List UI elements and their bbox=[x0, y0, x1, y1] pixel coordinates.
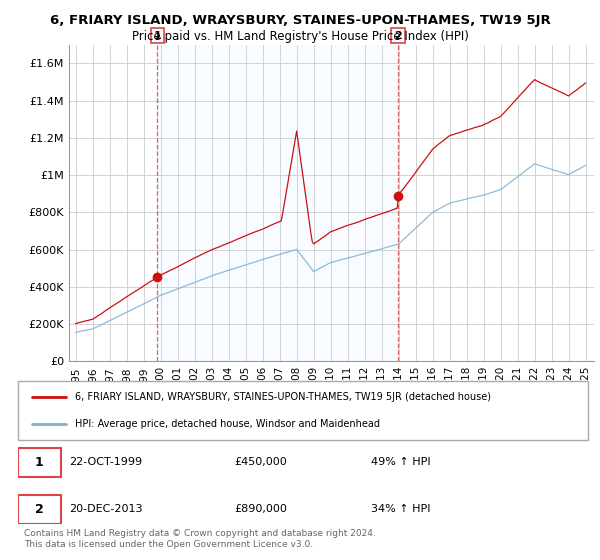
FancyBboxPatch shape bbox=[18, 448, 61, 477]
Text: 2: 2 bbox=[35, 503, 44, 516]
Text: HPI: Average price, detached house, Windsor and Maidenhead: HPI: Average price, detached house, Wind… bbox=[75, 419, 380, 429]
Text: £450,000: £450,000 bbox=[235, 458, 287, 468]
Bar bbox=[157, 45, 398, 361]
Text: Contains HM Land Registry data © Crown copyright and database right 2024.
This d: Contains HM Land Registry data © Crown c… bbox=[24, 529, 376, 549]
Text: 6, FRIARY ISLAND, WRAYSBURY, STAINES-UPON-THAMES, TW19 5JR (detached house): 6, FRIARY ISLAND, WRAYSBURY, STAINES-UPO… bbox=[75, 391, 491, 402]
FancyBboxPatch shape bbox=[18, 495, 61, 524]
Text: 1: 1 bbox=[35, 456, 44, 469]
Text: 22-OCT-1999: 22-OCT-1999 bbox=[70, 458, 142, 468]
Text: 34% ↑ HPI: 34% ↑ HPI bbox=[371, 505, 431, 515]
Text: 6, FRIARY ISLAND, WRAYSBURY, STAINES-UPON-THAMES, TW19 5JR: 6, FRIARY ISLAND, WRAYSBURY, STAINES-UPO… bbox=[50, 14, 550, 27]
Text: 1: 1 bbox=[154, 31, 161, 41]
Text: 49% ↑ HPI: 49% ↑ HPI bbox=[371, 458, 431, 468]
FancyBboxPatch shape bbox=[18, 381, 588, 440]
Text: 20-DEC-2013: 20-DEC-2013 bbox=[70, 505, 143, 515]
Text: 2: 2 bbox=[394, 31, 402, 41]
Text: Price paid vs. HM Land Registry's House Price Index (HPI): Price paid vs. HM Land Registry's House … bbox=[131, 30, 469, 43]
Text: £890,000: £890,000 bbox=[235, 505, 287, 515]
